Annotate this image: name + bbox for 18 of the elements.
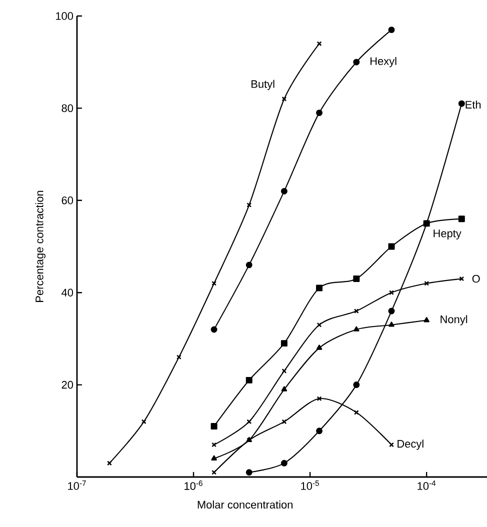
- series-label: Decyl: [398, 440, 424, 450]
- x-tick-label: 10$^{-6}$: [184, 480, 202, 490]
- y-tick-label: 40: [62, 288, 74, 296]
- x-tick-label: 10$^{-4}$: [418, 480, 436, 490]
- y-tick-label: 20: [62, 380, 74, 389]
- x-tick-label: 10$^{-7}$: [68, 480, 86, 490]
- y-axis-title: Percentage contraction: [35, 190, 46, 302]
- series-label: Hexyl: [370, 56, 396, 68]
- x-tick-label: 10$^{-5}$: [301, 480, 319, 490]
- y-tick-label: 80: [62, 104, 74, 112]
- series-label: O: [472, 274, 480, 283]
- x-axis-title: Molar concentration: [198, 500, 292, 509]
- series-label: Eth: [466, 100, 481, 109]
- y-tick-label: 100: [56, 12, 74, 20]
- series-label: Nonyl: [440, 315, 468, 326]
- series-label: Hepty: [434, 230, 462, 240]
- y-tick-label: 60: [62, 196, 74, 204]
- series-label: Butyl: [252, 80, 274, 90]
